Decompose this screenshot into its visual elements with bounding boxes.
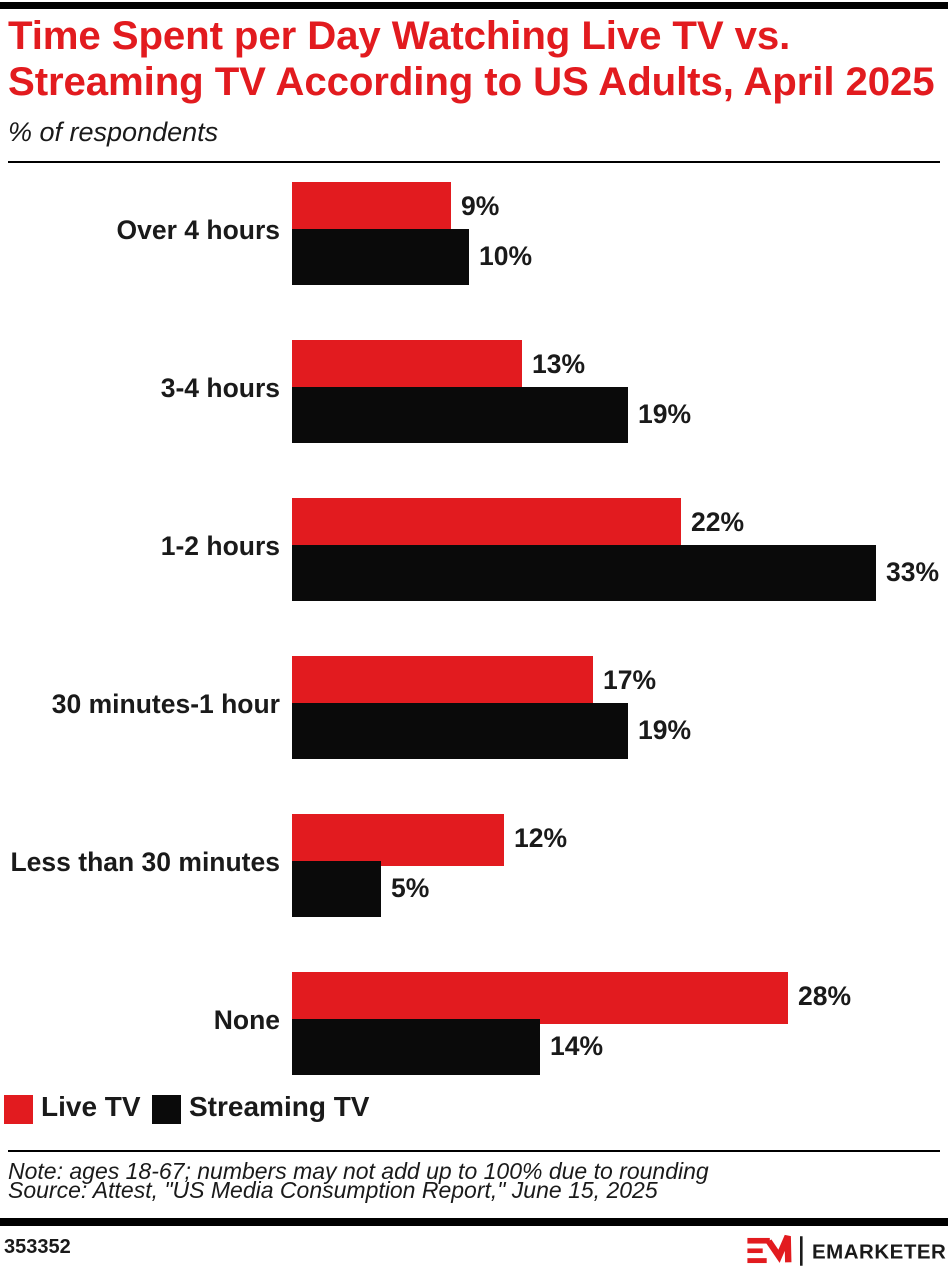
svg-text:EMARKETER: EMARKETER [812, 1240, 946, 1263]
